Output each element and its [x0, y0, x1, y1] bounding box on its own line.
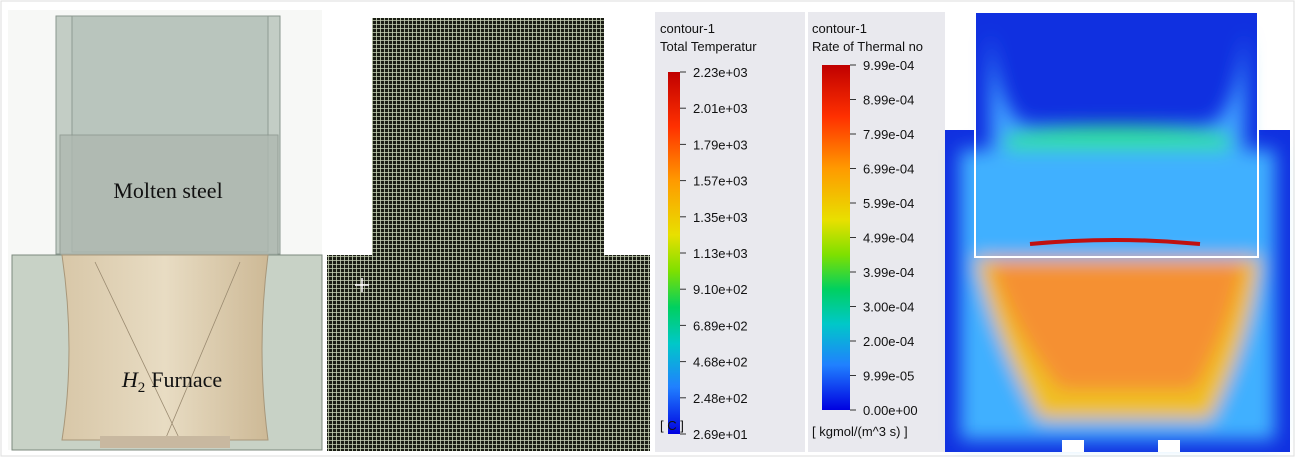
- colorbar-quantity: Total Temperatur: [660, 39, 757, 54]
- colorbar-tick-label: 9.10e+02: [693, 282, 748, 297]
- colorbar-tick-label: 5.99e-04: [863, 196, 914, 211]
- furnace-subscript: 2: [138, 380, 146, 396]
- furnace-symbol: H: [121, 367, 139, 392]
- colorbar-tick-label: 1.79e+03: [693, 137, 748, 152]
- mesh-panel: [327, 18, 650, 451]
- colorbar-title: contour-1: [812, 21, 867, 36]
- colorbar-unit: [ C ]: [660, 418, 684, 433]
- colorbar-tick-label: 1.57e+03: [693, 174, 748, 189]
- colorbar-tick-label: 4.68e+02: [693, 355, 748, 370]
- colorbar-tick-label: 1.13e+03: [693, 246, 748, 261]
- colorbar: [668, 72, 680, 434]
- colorbar-unit: [ kgmol/(m^3 s) ]: [812, 424, 908, 439]
- colorbar-tick-label: 4.99e-04: [863, 231, 914, 246]
- colorbar-tick-label: 8.99e-04: [863, 93, 914, 108]
- colorbar-tick-label: 2.69e+01: [693, 427, 748, 442]
- colorbar-tick-label: 0.00e+00: [863, 403, 918, 418]
- colorbar-quantity: Rate of Thermal no: [812, 39, 923, 54]
- contour-panel: [945, 12, 1290, 452]
- colorbar-tick-label: 7.99e-04: [863, 127, 914, 142]
- colorbar-tick-label: 6.99e-04: [863, 162, 914, 177]
- furnace-label: H2 Furnace: [121, 367, 222, 396]
- colorbar: [822, 65, 850, 410]
- colorbar-tick-label: 9.99e-05: [863, 369, 914, 384]
- colorbar-tick-label: 2.48e+02: [693, 391, 748, 406]
- geometry-panel: Molten steel H2 Furnace: [8, 10, 322, 450]
- colorbar-tick-label: 2.23e+03: [693, 65, 748, 80]
- colorbar-tick-label: 6.89e+02: [693, 318, 748, 333]
- colorbar-tick-label: 9.99e-04: [863, 58, 914, 73]
- figure: Molten steel H2 Furnace contour-1 Total Te…: [0, 0, 1295, 457]
- colorbar-tick-label: 2.00e-04: [863, 334, 914, 349]
- colorbar-tick-label: 2.01e+03: [693, 101, 748, 116]
- colorbar-tick-label: 3.99e-04: [863, 265, 914, 280]
- colorbar-tick-label: 1.35e+03: [693, 210, 748, 225]
- colorbar-tick-label: 3.00e-04: [863, 300, 914, 315]
- molten-steel-label: Molten steel: [113, 178, 222, 203]
- colorbar-title: contour-1: [660, 21, 715, 36]
- furnace-text: Furnace: [151, 367, 222, 392]
